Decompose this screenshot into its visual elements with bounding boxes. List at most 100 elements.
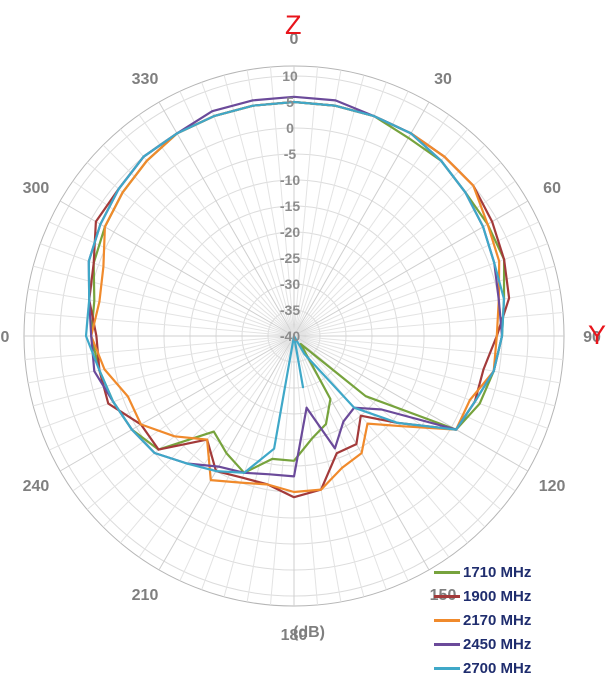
y-axis-label: Y: [588, 320, 607, 350]
series-line: [90, 100, 501, 494]
grid-spoke: [86, 162, 295, 337]
radial-tick-label: -20: [280, 224, 300, 240]
legend-swatch: [434, 666, 460, 670]
grid-spoke: [293, 335, 555, 407]
radial-tick-label: 10: [282, 68, 298, 84]
grid-spoke: [269, 66, 295, 337]
legend-item: 2170 MHz: [434, 608, 531, 632]
grid-spoke: [179, 335, 295, 581]
grid-spoke: [293, 70, 342, 337]
grid-spoke: [201, 335, 295, 590]
grid-spoke: [138, 114, 295, 337]
grid-spoke: [293, 335, 486, 528]
grid-spoke: [24, 335, 295, 361]
radial-tick-label: -35: [280, 302, 300, 318]
grid-spoke: [293, 335, 548, 429]
legend-swatch: [434, 594, 460, 598]
angle-label: 90: [583, 329, 601, 346]
grid-spoke: [179, 91, 295, 337]
grid-spoke: [293, 288, 560, 337]
radial-tick-label: -5: [284, 146, 297, 162]
grid-spoke: [40, 335, 295, 429]
radial-tick-label: 5: [286, 94, 294, 110]
radial-tick-label: -10: [280, 172, 300, 188]
legend-swatch: [434, 570, 460, 574]
grid-spoke: [293, 335, 560, 384]
legend-item: 2450 MHz: [434, 632, 531, 656]
angle-label: 180: [281, 627, 308, 644]
grid-spoke: [293, 243, 548, 337]
grid-spoke: [28, 335, 295, 384]
grid-spoke: [293, 128, 468, 337]
grid-spoke: [59, 200, 295, 337]
grid-spoke: [158, 101, 295, 337]
grid-spoke: [59, 335, 295, 472]
series-lines: [84, 95, 511, 499]
grid-spoke: [293, 335, 365, 597]
grid-spoke: [293, 335, 387, 590]
grid-spoke: [49, 221, 295, 337]
legend-swatch: [434, 618, 460, 622]
grid-spoke: [293, 335, 529, 472]
grid-spoke: [293, 75, 365, 337]
unit-label: (dB): [293, 624, 325, 641]
angle-label: 120: [539, 478, 566, 495]
grid-spoke: [33, 335, 295, 407]
grid-spoke: [138, 335, 295, 558]
grid-spoke: [33, 265, 295, 337]
radial-tick-label: -30: [280, 276, 300, 292]
legend-label: 1900 MHz: [463, 587, 532, 605]
grid-spoke: [293, 335, 516, 492]
legend-item: 1900 MHz: [434, 584, 531, 608]
grid-spoke: [201, 82, 295, 337]
angle-label: 300: [23, 180, 50, 197]
tick-labels: 1050-5-10-15-20-25-30-35-400306090120150…: [0, 31, 601, 644]
series-line: [88, 100, 511, 499]
angle-label: 330: [132, 71, 159, 88]
radial-tick-label: 0: [286, 120, 294, 136]
grid-spoke: [72, 335, 295, 492]
z-axis-label: Z: [285, 10, 302, 40]
grid-spoke: [293, 335, 409, 581]
legend-swatch: [434, 642, 460, 646]
angle-label: 270: [0, 329, 9, 346]
grid-spoke: [28, 288, 295, 337]
grid-spoke: [269, 335, 295, 606]
angle-label: 30: [434, 71, 452, 88]
grid-spoke: [293, 114, 450, 337]
grid-spoke: [293, 335, 539, 451]
legend-label: 2700 MHz: [463, 659, 532, 677]
grid-spoke: [293, 265, 555, 337]
grid-spoke: [86, 335, 295, 510]
grid-spoke: [293, 335, 468, 544]
grid-spoke: [49, 335, 295, 451]
grid-spoke: [293, 335, 564, 361]
legend-item: 2700 MHz: [434, 656, 531, 680]
grid-spoke: [293, 82, 387, 337]
grid-spoke: [120, 128, 295, 337]
grid-spoke: [293, 101, 430, 337]
legend: 1710 MHz 1900 MHz 2170 MHz 2450 MHz 2700 MHz: [434, 560, 531, 680]
angle-label: 240: [23, 478, 50, 495]
grid-spoke: [223, 75, 295, 337]
grid-spoke: [293, 91, 409, 337]
legend-item: 1710 MHz: [434, 560, 531, 584]
grid-spoke: [293, 180, 516, 337]
angle-label: 60: [543, 180, 561, 197]
grid-spoke: [102, 335, 295, 528]
grid-spoke: [293, 200, 529, 337]
grid-spoke: [293, 335, 319, 606]
angle-label: 210: [132, 587, 159, 604]
grid-spoke: [293, 66, 319, 337]
radial-tick-label: -25: [280, 250, 300, 266]
radial-tick-label: -15: [280, 198, 300, 214]
grid-spoke: [293, 311, 564, 337]
grid-spoke: [246, 70, 295, 337]
grid-spoke: [293, 335, 450, 558]
legend-label: 2450 MHz: [463, 635, 532, 653]
angle-label: 0: [290, 31, 299, 48]
grid-spoke: [40, 243, 295, 337]
grid-spoke: [24, 311, 295, 337]
legend-label: 2170 MHz: [463, 611, 532, 629]
